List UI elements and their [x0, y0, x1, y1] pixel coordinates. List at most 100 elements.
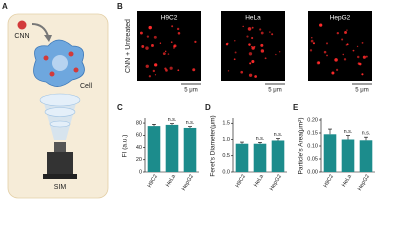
x-tick-label: HeLa: [341, 173, 353, 188]
y-tick-label: 0: [139, 169, 142, 175]
panel-label: E: [293, 103, 299, 112]
fluorescent-spot: [169, 66, 173, 70]
fluorescent-spot: [173, 44, 177, 48]
panel-label: D: [205, 103, 211, 112]
microscope: [47, 152, 73, 174]
significance-label: n.s.: [168, 117, 177, 123]
fluorescent-spot: [234, 51, 237, 54]
fluorescent-spot: [240, 70, 244, 74]
fluorescent-spot: [271, 33, 274, 36]
y-tick-label: 80: [136, 121, 142, 127]
fluorescent-spot: [342, 53, 345, 56]
scale-bar-label: 5 μm: [268, 88, 281, 94]
particle: [73, 67, 79, 73]
fluorescent-spot: [251, 26, 254, 29]
fluorescent-spot: [225, 43, 229, 46]
error-bar: [240, 141, 244, 144]
fluorescent-spot: [145, 46, 149, 50]
micrograph: [137, 11, 201, 81]
figure: A CNN Cell SIM B CNN + Untreated C D E H…: [2, 2, 375, 199]
micrograph: [308, 11, 372, 81]
x-tick-label: H9C2: [235, 174, 247, 189]
fluorescent-spot: [173, 47, 175, 49]
fluorescent-spot: [177, 69, 180, 72]
fluorescent-spot: [227, 70, 230, 72]
fluorescent-spot: [249, 62, 252, 65]
lens: [49, 120, 71, 128]
image-title: HepG2: [330, 15, 351, 22]
error-bar: [258, 142, 262, 144]
fluorescent-spot: [233, 58, 236, 61]
error-bar: [188, 126, 192, 128]
fluorescent-spot: [344, 31, 347, 34]
y-tick-label: 0.10: [307, 143, 318, 149]
y-tick-label: 1.0: [222, 137, 230, 143]
fluorescent-spot: [326, 42, 328, 45]
fluorescent-spot: [331, 71, 335, 75]
fluorescent-spot: [362, 55, 366, 59]
fluorescent-spot: [171, 25, 174, 28]
y-axis-label: FI (a.u.): [122, 135, 129, 158]
x-tick-label: HepG2: [269, 174, 283, 192]
bar: [359, 140, 373, 172]
scale-bar-label: 5 μm: [355, 88, 368, 94]
fluorescent-spot: [167, 53, 170, 55]
lens: [39, 93, 81, 107]
y-tick-label: 40: [136, 145, 142, 151]
cnn-particle: [17, 20, 27, 30]
fluorescent-spot: [148, 25, 152, 30]
fluorescent-spot: [341, 38, 344, 41]
fluorescent-spot: [275, 53, 277, 56]
y-tick-label: 0.5: [222, 153, 230, 159]
fluorescent-spot: [309, 49, 313, 52]
y-tick-label: 1.5: [222, 121, 230, 127]
fluorescent-spot: [323, 50, 327, 54]
x-tick-label: HeLa: [253, 173, 265, 188]
row-label: CNN + Untreated: [125, 19, 132, 73]
fluorescent-spot: [154, 63, 158, 67]
fluorescent-spot: [260, 43, 264, 47]
fluorescent-spot: [312, 42, 315, 45]
error-bar: [152, 123, 156, 127]
fluorescent-spot: [356, 45, 359, 48]
particle: [43, 55, 49, 61]
fluorescent-spot: [336, 31, 340, 35]
fluorescent-spot: [346, 43, 349, 46]
fluorescent-spot: [319, 23, 323, 27]
x-tick-label: HepG2: [181, 174, 195, 192]
y-tick-label: 0.00: [307, 169, 318, 175]
panel-label: C: [117, 103, 123, 112]
fluorescent-spot: [269, 31, 271, 33]
bar: [183, 127, 197, 172]
fluorescent-spot: [356, 55, 360, 59]
fluorescent-spot: [335, 68, 339, 72]
significance-label: n.s.: [274, 132, 283, 138]
y-axis-label: Particle's Area(μm²): [298, 118, 305, 175]
fluorescent-spot: [311, 37, 313, 39]
fluorescent-spot: [152, 69, 156, 73]
fluorescent-spot: [162, 52, 166, 56]
y-tick-label: 0.05: [307, 156, 318, 162]
fluorescent-spot: [317, 61, 321, 64]
y-tick-label: 0.15: [307, 130, 318, 136]
fluorescent-spot: [165, 50, 167, 53]
fluorescent-spot: [153, 35, 157, 39]
panel-label: B: [117, 2, 123, 11]
fluorescent-spot: [251, 59, 255, 64]
fluorescent-spot: [334, 58, 338, 62]
fluorescent-spot: [149, 26, 151, 28]
microscope-base: [43, 174, 77, 179]
fluorescent-spot: [361, 42, 364, 44]
error-bar: [364, 136, 368, 141]
cnn-label: CNN: [14, 33, 29, 40]
particle: [49, 71, 55, 77]
cell-label: Cell: [80, 83, 93, 90]
micrograph: [221, 11, 285, 81]
bar: [165, 124, 179, 172]
fluorescent-spot: [260, 31, 264, 35]
fluorescent-spot: [259, 28, 262, 31]
nucleus: [52, 55, 68, 71]
fluorescent-spot: [310, 39, 314, 43]
bar: [341, 139, 355, 172]
error-bar: [170, 123, 174, 125]
